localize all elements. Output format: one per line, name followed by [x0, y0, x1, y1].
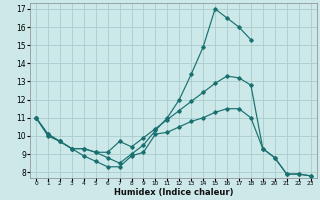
- X-axis label: Humidex (Indice chaleur): Humidex (Indice chaleur): [114, 188, 233, 197]
